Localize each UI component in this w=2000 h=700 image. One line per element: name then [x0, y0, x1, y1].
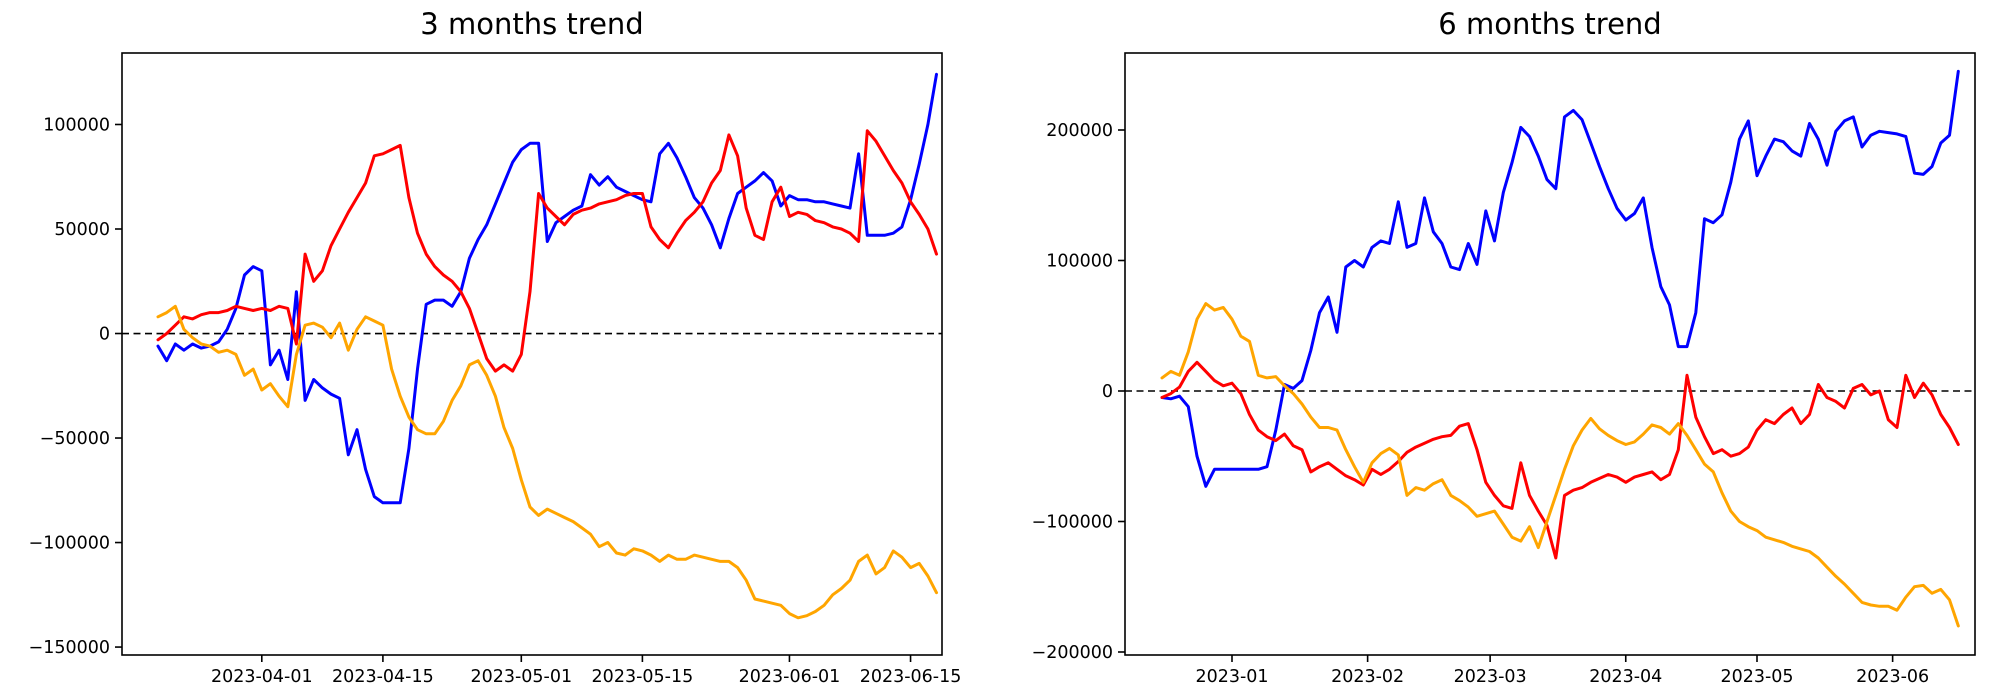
x-tick-label: 2023-06	[1856, 667, 1929, 687]
series-line-red	[156, 129, 938, 373]
axes-box	[121, 52, 943, 656]
x-tick-label: 2023-04	[1589, 667, 1662, 687]
y-tick-label: −50000	[40, 429, 110, 449]
chart-title-right: 6 months trend	[1438, 7, 1661, 41]
chart-3-months-trend: 3 months trend 100000 50000 0 −50000 −100000…	[29, 7, 962, 687]
x-tick-label: 2023-05	[1720, 667, 1793, 687]
x-tick-label: 2023-01	[1195, 667, 1268, 687]
chart-title-left: 3 months trend	[420, 7, 643, 41]
y-tick-label: 200000	[1046, 121, 1113, 141]
x-tick-label: 2023-04-01	[211, 667, 313, 687]
series-line-red	[1160, 360, 1960, 560]
y-tick-label: 100000	[43, 115, 110, 135]
y-tick-label: 0	[1102, 382, 1113, 402]
x-tick-label: 2023-02	[1331, 667, 1404, 687]
series-line-blue	[1160, 69, 1960, 488]
y-tick-label: −200000	[1032, 643, 1113, 663]
chart-6-months-trend: 6 months trend 200000 100000 0 −100000 −2000…	[1032, 7, 1976, 687]
x-tick-label: 2023-05-01	[470, 667, 572, 687]
x-tick-label: 2023-06-15	[860, 667, 962, 687]
y-tick-label: 100000	[1046, 251, 1113, 271]
axes-box	[1124, 52, 1976, 656]
x-tick-label: 2023-03	[1454, 667, 1527, 687]
series-line-orange	[1160, 302, 1960, 628]
x-tick-label: 2023-05-15	[592, 667, 694, 687]
y-tick-label: −100000	[1032, 512, 1113, 532]
series-line-orange	[156, 304, 938, 620]
y-tick-label: 50000	[54, 220, 110, 240]
x-tick-label: 2023-04-15	[332, 667, 434, 687]
series-line-blue	[156, 72, 938, 505]
y-tick-label: −100000	[29, 534, 110, 554]
y-tick-label: 0	[99, 325, 110, 345]
y-tick-label: −150000	[29, 638, 110, 658]
x-tick-label: 2023-06-01	[739, 667, 841, 687]
